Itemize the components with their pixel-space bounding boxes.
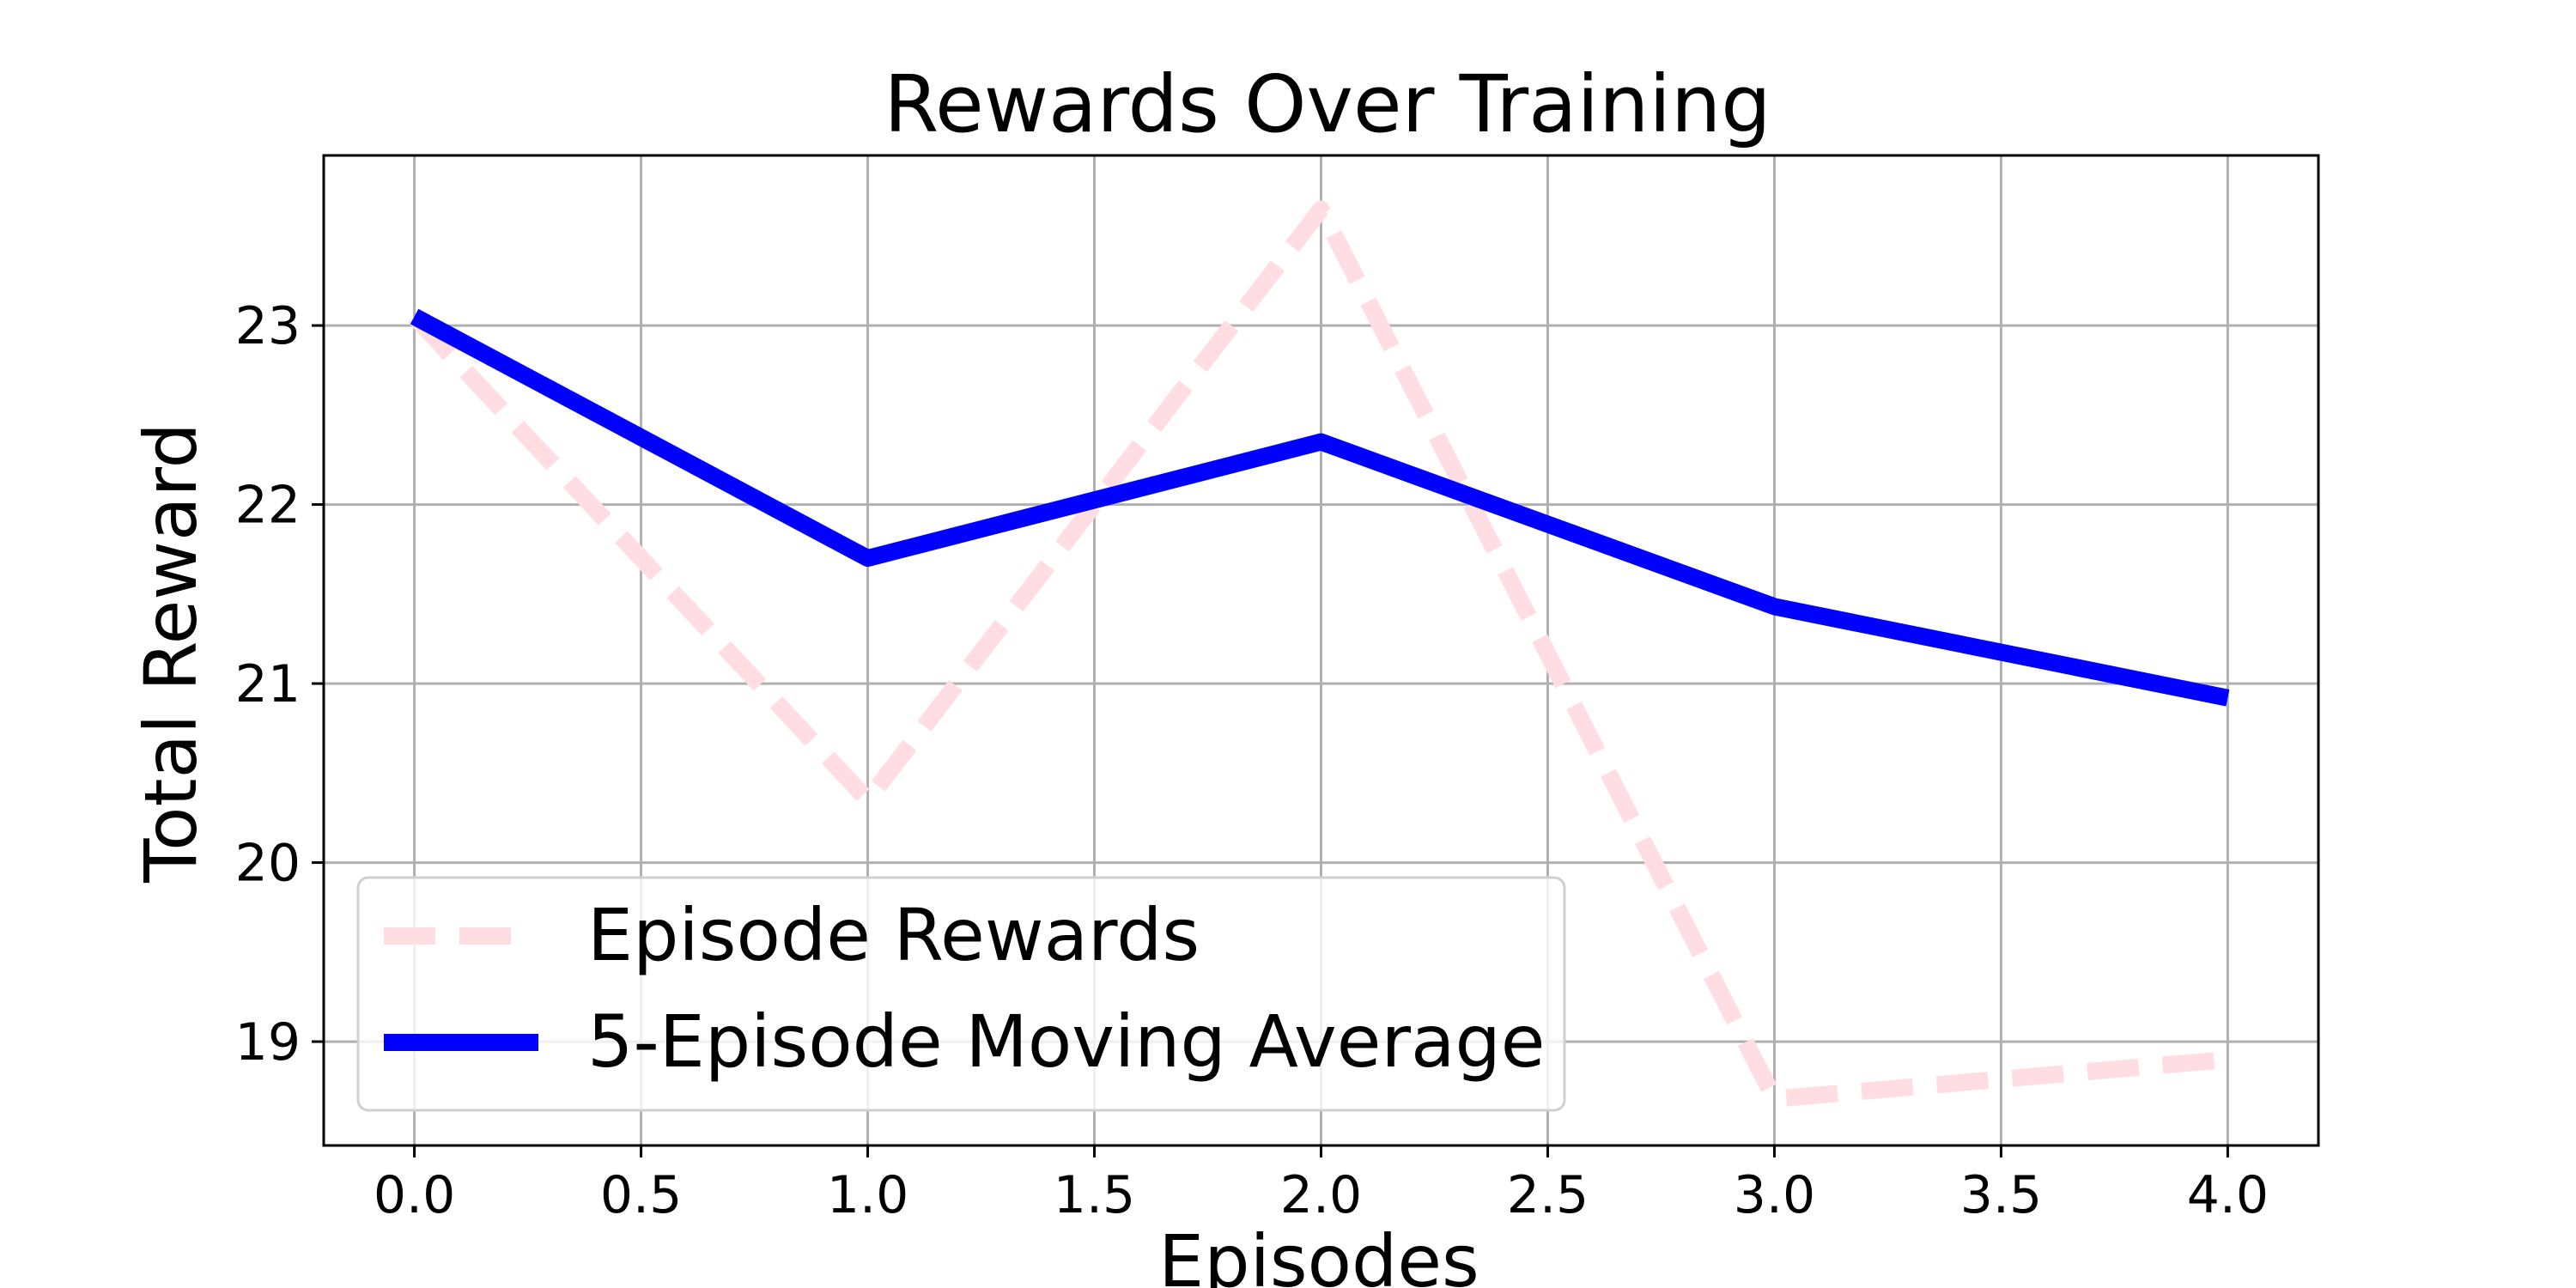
- series-line-episode-rewards: [408, 200, 2229, 1108]
- y-tick-label: 20: [235, 834, 301, 894]
- legend-label-moving-average: 5-Episode Moving Average: [587, 999, 1545, 1084]
- x-tick-label: 1.5: [1054, 1165, 1135, 1225]
- legend-label-episode-rewards: Episode Rewards: [587, 893, 1200, 977]
- x-tick-label: 4.0: [2187, 1165, 2269, 1225]
- x-tick-label: 1.0: [827, 1165, 908, 1225]
- x-tick-label: 2.0: [1280, 1165, 1362, 1225]
- y-tick-label: 19: [235, 1012, 301, 1072]
- x-tick-label: 3.5: [1960, 1165, 2042, 1225]
- series-lines: [408, 200, 2230, 1108]
- x-tick-label: 2.5: [1507, 1165, 1589, 1225]
- y-tick-label: 22: [235, 476, 301, 536]
- y-tick-label: 23: [235, 296, 301, 356]
- x-tick-label: 3.0: [1734, 1165, 1815, 1225]
- y-tick-label: 21: [235, 654, 301, 714]
- x-axis-title: Episodes: [1158, 1219, 1479, 1288]
- y-axis-ticks: 19 20 21 22 23: [235, 296, 324, 1072]
- x-tick-label: 0.0: [374, 1165, 455, 1225]
- series-line-moving-average: [410, 308, 2230, 707]
- x-axis-ticks: 0.0 0.5 1.0 1.5 2.0 2.5 3.0 3.5 4.0: [374, 1145, 2269, 1225]
- y-axis-title: Total Reward: [129, 422, 213, 884]
- x-tick-label: 0.5: [600, 1165, 682, 1225]
- chart-title: Rewards Over Training: [884, 58, 1771, 150]
- legend: Episode Rewards 5-Episode Moving Average: [356, 876, 1566, 1112]
- legend-box: [356, 876, 1566, 1112]
